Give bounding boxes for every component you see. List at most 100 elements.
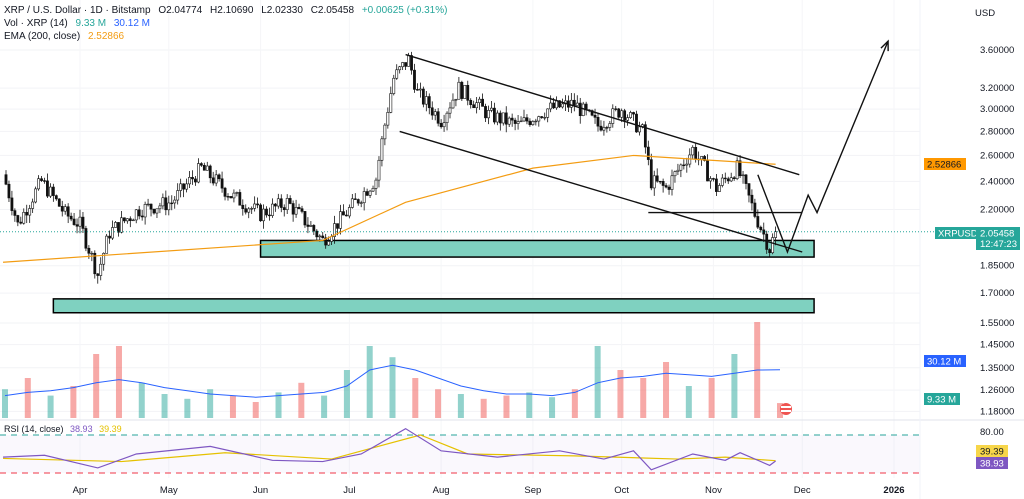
volume-value: 9.33 M: [75, 18, 107, 29]
open-value: O2.04774: [158, 5, 203, 16]
chart-legend: XRP / U.S. Dollar · 1D · Bitstamp O2.047…: [4, 4, 452, 43]
candle: [632, 112, 635, 115]
flag-icon[interactable]: [780, 403, 792, 415]
candle: [741, 174, 745, 177]
candle: [546, 108, 550, 118]
volume-bar: [435, 389, 442, 418]
candle: [66, 206, 70, 217]
candle: [105, 235, 109, 254]
candle: [170, 202, 174, 205]
candle: [635, 113, 638, 133]
candle: [368, 190, 372, 196]
candle: [510, 117, 514, 121]
candle: [350, 198, 354, 208]
candle: [161, 197, 165, 207]
candle: [229, 196, 233, 199]
candle: [327, 241, 331, 246]
ema-label[interactable]: EMA (200, close): [4, 31, 81, 42]
candle: [167, 202, 171, 211]
candle: [543, 117, 547, 119]
candle: [398, 66, 402, 71]
candle: [531, 121, 535, 125]
candle: [478, 98, 482, 103]
volume-bar: [503, 395, 510, 418]
channel-lower-trendline[interactable]: [399, 130, 803, 253]
candle: [427, 96, 431, 109]
candle: [498, 112, 502, 124]
time-tick: Jul: [343, 485, 355, 496]
candle: [120, 217, 123, 233]
candle: [34, 188, 38, 203]
volume-tag: 9.33 M: [924, 393, 960, 406]
candle: [516, 121, 520, 124]
candle: [93, 252, 97, 275]
rsi-label[interactable]: RSI (14, close): [4, 424, 64, 434]
candle: [285, 198, 289, 211]
candle: [436, 111, 440, 124]
volume-bar: [138, 382, 145, 418]
candle: [223, 187, 227, 197]
price-tick: 3.60000: [980, 45, 1014, 56]
candle: [43, 180, 46, 182]
candle: [356, 199, 360, 204]
candle: [700, 156, 704, 160]
volume-label[interactable]: Vol · XRP (14): [4, 18, 68, 29]
candle: [706, 160, 709, 182]
rsi-upper-label: 80.00: [980, 427, 1004, 438]
volume-bar: [594, 346, 601, 418]
candle: [96, 273, 100, 276]
candle: [655, 175, 659, 182]
candle: [756, 216, 760, 228]
ema-tag: 2.52866: [924, 158, 966, 171]
channel-upper-trendline[interactable]: [405, 53, 800, 176]
candle: [389, 93, 393, 113]
volume-bar: [184, 398, 191, 418]
candle: [99, 263, 103, 276]
volume-bar: [526, 392, 533, 418]
candle: [608, 123, 612, 128]
price-tick: 1.18000: [980, 406, 1014, 417]
candle: [404, 62, 408, 67]
candle: [620, 110, 624, 118]
candle: [424, 96, 428, 105]
candle: [552, 102, 556, 109]
candle: [365, 191, 369, 196]
candle: [48, 186, 52, 197]
time-tick: Oct: [614, 485, 629, 496]
candle: [522, 117, 526, 122]
volume-bar: [2, 389, 8, 418]
candle: [152, 208, 156, 214]
candle: [626, 117, 630, 121]
candle: [270, 203, 274, 216]
candle: [182, 183, 186, 190]
candle: [753, 202, 757, 217]
candle: [466, 84, 470, 101]
candle: [484, 106, 487, 119]
candle: [694, 146, 698, 160]
candle: [652, 175, 656, 189]
candle: [383, 124, 387, 140]
svg-text:2.52866: 2.52866: [927, 160, 961, 171]
price-tick: 2.40000: [980, 176, 1014, 187]
candle: [768, 249, 772, 254]
volume-bar: [207, 389, 214, 418]
candle: [128, 218, 132, 221]
projection-path[interactable]: [757, 40, 889, 254]
candle: [750, 194, 754, 204]
candle: [454, 98, 458, 101]
candle: [309, 225, 313, 227]
symbol-title[interactable]: XRP / U.S. Dollar · 1D · Bitstamp: [4, 5, 151, 16]
candle: [268, 214, 271, 217]
candle: [226, 196, 230, 198]
zone-2-rectangle[interactable]: [52, 298, 815, 314]
candle: [495, 112, 499, 123]
zone-1-rectangle[interactable]: [259, 239, 815, 258]
currency-label: USD: [975, 8, 995, 19]
ema-200-line[interactable]: [2, 154, 776, 263]
candle: [312, 225, 316, 232]
candle: [208, 165, 212, 179]
candle: [774, 231, 778, 238]
candle: [294, 207, 298, 215]
candle: [262, 208, 265, 222]
